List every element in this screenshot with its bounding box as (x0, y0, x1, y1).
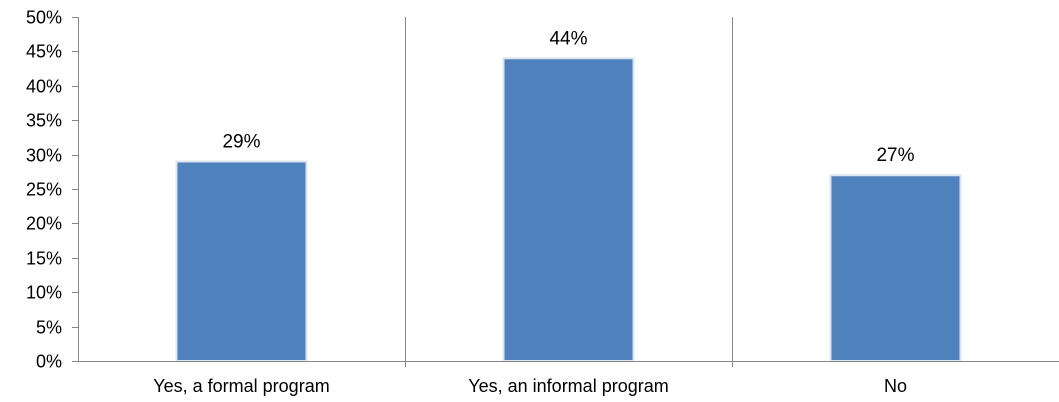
y-tick-label: 30% (26, 146, 62, 166)
bar (175, 160, 308, 362)
category-label: No (884, 376, 907, 396)
data-labels-group: 29% 44% 27% (222, 28, 914, 166)
data-label: 29% (222, 131, 260, 152)
y-tick-label: 15% (26, 249, 62, 269)
category-label: Yes, an informal program (468, 376, 668, 396)
bars-group (175, 57, 962, 362)
bar (502, 57, 635, 362)
y-tick-label: 10% (26, 283, 62, 303)
y-tick-label: 35% (26, 111, 62, 131)
bar (829, 174, 962, 362)
data-label: 27% (876, 145, 914, 166)
y-tick-label: 25% (26, 180, 62, 200)
y-tick-label: 0% (36, 352, 62, 372)
y-tick-label: 20% (26, 214, 62, 234)
x-axis: Yes, a formal program Yes, an informal pr… (72, 361, 1059, 396)
y-tick-label: 45% (26, 42, 62, 62)
category-label: Yes, a formal program (153, 376, 329, 396)
category-separators (405, 17, 733, 367)
y-axis: 0% 5% 10% 15% 20% 25% 30% 35% 40% 45% 50% (26, 8, 79, 372)
y-tick-label: 40% (26, 77, 62, 97)
y-tick-label: 50% (26, 8, 62, 28)
data-label: 44% (549, 28, 587, 49)
y-tick-label: 5% (36, 318, 62, 338)
